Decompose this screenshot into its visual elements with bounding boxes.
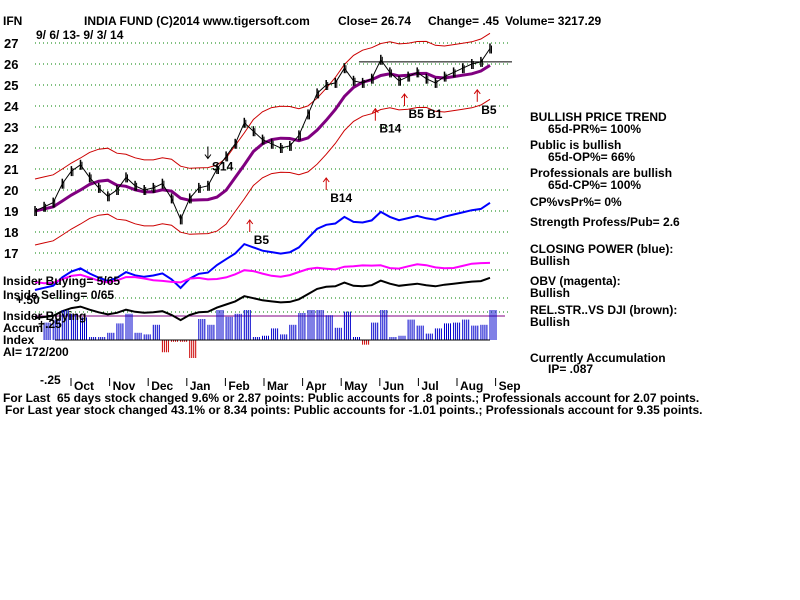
signal-label: S14 (212, 160, 234, 174)
signal-arrows: S14 B5 B14 B5 B1 B14 B5 (204, 88, 497, 247)
accum-label: Accum (3, 321, 43, 335)
gridlines (35, 42, 512, 317)
insider-selling: Inside Selling= 0/65 (3, 288, 114, 302)
footer-line2: For Last year stock changed 43.1% or 8.3… (5, 403, 703, 417)
signal-arrow (401, 93, 408, 99)
y-tick-label: 26 (4, 57, 18, 72)
y-tick-label: 25 (4, 78, 18, 93)
ai-label: AI= 172/200 (3, 345, 69, 359)
footer-line1: 65 days stock changed 9.6% or 2.87 point… (57, 391, 699, 405)
month-label: Apr (306, 379, 327, 393)
signal-arrow (473, 88, 481, 95)
accum-title: Currently Accumulation (530, 351, 666, 365)
y-tick-label: 19 (4, 204, 18, 219)
month-label: Jul (421, 379, 438, 393)
pr-line: 65d-PR%= 100% (548, 122, 641, 136)
month-label: Nov (113, 379, 136, 393)
relstr-value: Bullish (530, 315, 570, 329)
relative-strength-line (34, 276, 491, 322)
signal-arrow (371, 107, 379, 113)
signal-label: B5 (481, 103, 497, 117)
y-tick-label: 17 (4, 246, 18, 261)
obv-label: OBV (magenta): (530, 274, 621, 288)
ip-value: IP= .087 (548, 362, 593, 376)
closing-power-label: CLOSING POWER (blue): (530, 242, 673, 256)
closing-power-value: Bullish (530, 254, 570, 268)
strength: Strength Profess/Pub= 2.6 (530, 215, 680, 229)
op-line: 65d-OP%= 66% (548, 150, 635, 164)
y-tick-label: 22 (4, 141, 18, 156)
month-label: Oct (74, 379, 94, 393)
price-bands (34, 32, 491, 246)
trend-title: BULLISH PRICE TREND (530, 110, 667, 124)
month-label: Jun (383, 379, 404, 393)
y-tick-label: 18 (4, 225, 18, 240)
relstr-label: REL.STR..VS DJI (brown): (530, 303, 677, 317)
lower-tick-2: +.25 (38, 317, 62, 331)
index-label: Index (3, 333, 35, 347)
month-label: May (344, 379, 368, 393)
signal-label: B14 (379, 122, 401, 136)
cp-line: 65d-CP%= 100% (548, 178, 641, 192)
y-tick-label: 20 (4, 183, 18, 198)
accumulation-histogram (43, 310, 497, 358)
month-label: Mar (267, 379, 289, 393)
closing-power-line (34, 201, 491, 291)
month-label: Aug (460, 379, 483, 393)
insider-buying: Insider Buying= 5/65 (3, 274, 120, 288)
symbol: IFN (3, 14, 22, 28)
closing-power-path (34, 201, 491, 291)
lower-tick-3: -.25 (40, 373, 61, 387)
signal-label: B14 (330, 191, 352, 205)
close-value: Close= 26.74 (338, 14, 411, 28)
lower-tick-1: +.50 (16, 293, 40, 307)
price-series (34, 43, 492, 225)
y-tick-label: 27 (4, 36, 18, 51)
public-title: Public is bullish (530, 138, 621, 152)
cpvspr: CP%vsPr%= 0% (530, 195, 622, 209)
chart-title: INDIA FUND (C)2014 www.tigersoft.com (84, 14, 310, 28)
month-label: Sep (499, 379, 521, 393)
signal-arrow (204, 154, 212, 160)
upper-band (34, 32, 491, 180)
lower-band (34, 98, 491, 246)
month-label: Jan (190, 379, 211, 393)
y-tick-labels: 27 26 25 24 23 22 21 20 19 18 17 (4, 36, 19, 261)
pro-title: Professionals are bullish (530, 166, 672, 180)
obv-path (34, 261, 491, 285)
y-tick-label: 24 (4, 99, 19, 114)
change-value: Change= .45 (428, 14, 499, 28)
y-tick-label: 23 (4, 120, 18, 135)
insider-buying-2: Insider Buying (3, 309, 86, 323)
date-range: 9/ 6/ 13- 9/ 3/ 14 (36, 28, 124, 42)
volume-value: Volume= 3217.29 (505, 14, 601, 28)
month-labels: Oct Nov Dec Jan Feb Mar Apr May Jun Jul Aug Sep (70, 378, 521, 393)
footer-line1-prefix: For Last (3, 391, 50, 405)
signal-label: B5 (254, 233, 270, 247)
obv-line (34, 261, 491, 285)
signal-arrow (246, 219, 254, 225)
month-label: Dec (151, 379, 173, 393)
obv-value: Bullish (530, 286, 570, 300)
y-tick-label: 21 (4, 162, 18, 177)
month-label: Feb (228, 379, 249, 393)
relstr-path (34, 276, 491, 322)
signal-label: B5 B1 (408, 107, 442, 121)
signal-arrow (322, 177, 330, 183)
price-line (34, 48, 491, 221)
